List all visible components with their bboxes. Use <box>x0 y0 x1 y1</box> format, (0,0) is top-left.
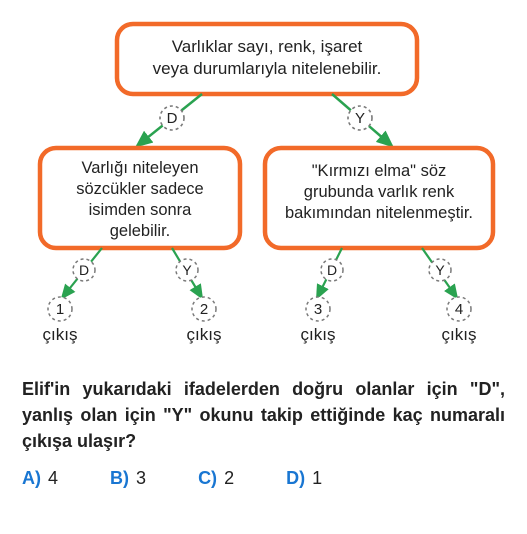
exit-1-num: 1 <box>56 301 64 318</box>
dy-2-label: Y <box>182 262 192 278</box>
choice-d-letter: D) <box>286 468 305 488</box>
left-line1: Varlığı niteleyen <box>81 159 198 177</box>
dy-3-label: D <box>327 262 337 278</box>
exit-3-label: çıkış <box>301 325 336 344</box>
exit-2-label: çıkış <box>187 325 222 344</box>
dy-4-label: Y <box>435 262 445 278</box>
top-line2: veya durumlarıyla nitelenebilir. <box>153 59 382 78</box>
exit-1-label: çıkış <box>43 325 78 344</box>
exit-4-num: 4 <box>455 301 463 318</box>
choice-d[interactable]: D) 1 <box>286 468 322 489</box>
right-line2: grubunda varlık renk <box>304 183 455 201</box>
top-line1: Varlıklar sayı, renk, işaret <box>172 37 363 56</box>
dy-1-label: D <box>79 262 89 278</box>
choice-c-letter: C) <box>198 468 217 488</box>
right-line1: "Kırmızı elma" söz <box>312 162 447 180</box>
exit-2-num: 2 <box>200 301 208 318</box>
choice-a-letter: A) <box>22 468 41 488</box>
right-line3: bakımından nitelenmeştir. <box>285 204 473 222</box>
top-left-label: D <box>167 110 178 127</box>
question-text: Elif'in yukarıdaki ifadelerden doğru ola… <box>22 376 505 454</box>
choice-a[interactable]: A) 4 <box>22 468 58 489</box>
flow-diagram: Varlıklar sayı, renk, işaret veya duruml… <box>22 18 505 348</box>
choices-row: A) 4 B) 3 C) 2 D) 1 <box>22 468 505 489</box>
left-line2: sözcükler sadece <box>76 180 203 198</box>
choice-b[interactable]: B) 3 <box>110 468 146 489</box>
choice-c-text: 2 <box>224 468 234 488</box>
choice-b-text: 3 <box>136 468 146 488</box>
choice-b-letter: B) <box>110 468 129 488</box>
choice-d-text: 1 <box>312 468 322 488</box>
choice-c[interactable]: C) 2 <box>198 468 234 489</box>
choice-a-text: 4 <box>48 468 58 488</box>
top-right-label: Y <box>355 110 365 127</box>
exit-3-num: 3 <box>314 301 322 318</box>
left-line3: isimden sonra <box>89 201 193 219</box>
left-line4: gelebilir. <box>110 222 171 240</box>
exit-4-label: çıkış <box>442 325 477 344</box>
